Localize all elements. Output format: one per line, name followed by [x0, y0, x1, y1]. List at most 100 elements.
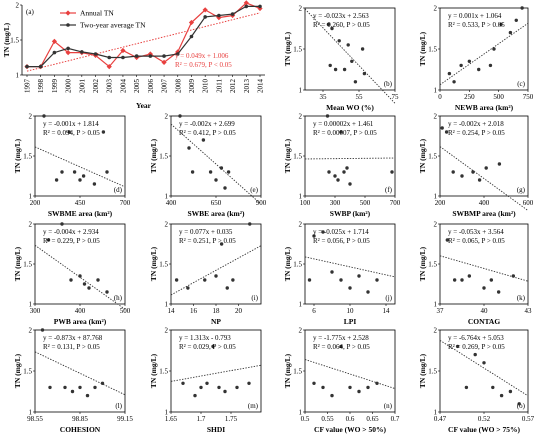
trend-equation: y = -0.001x + 1.814 [43, 120, 99, 128]
trend-stats: R² = 0.533, P > 0.05 [448, 21, 505, 29]
x-tick-label: 500 [360, 199, 371, 207]
trend-line [26, 12, 261, 72]
panel-label: (e) [250, 186, 258, 194]
data-point [444, 130, 449, 134]
y-tick-label: 1.5 [159, 368, 168, 376]
data-point [46, 238, 51, 242]
x-tick-label: 250 [464, 93, 475, 101]
y-axis-title: TN (mg/L) [149, 246, 158, 281]
x-tick-label: 200 [435, 199, 446, 207]
data-point [350, 59, 354, 63]
x-axis-title: SWBMP area (km²) [452, 209, 516, 218]
data-point [348, 385, 352, 390]
trend-equation: y = -1.775x + 2.528 [313, 334, 369, 342]
data-point [339, 278, 343, 282]
data-point [217, 385, 221, 390]
data-point [497, 162, 502, 166]
y-tick-label: 1.5 [428, 153, 437, 161]
data-point [193, 393, 197, 398]
series-point-1 [148, 54, 153, 58]
trend-stats: R² = 0.679, P < 0.05 [175, 61, 232, 69]
y-tick-label: 1.5 [428, 46, 437, 54]
x-tick-label: 900 [256, 199, 267, 207]
data-point [225, 286, 229, 290]
trend-equation: y = -0.023x + 2.563 [313, 12, 369, 20]
x-tick-label: 18 [213, 307, 221, 315]
trend-line [304, 8, 396, 104]
data-point [467, 59, 472, 63]
y-axis-title: TN (mg/L) [418, 31, 427, 66]
data-point [353, 80, 358, 84]
data-point [336, 178, 340, 182]
trend-equation: y = -0.002x + 2.018 [448, 120, 504, 128]
data-point [211, 344, 215, 349]
x-tick-label: 300 [30, 307, 41, 315]
data-point [87, 286, 91, 290]
y-tick-label: 1 [434, 87, 438, 95]
y-axis-title: TN (mg/L) [418, 246, 427, 281]
x-axis-title: NEWB area (km²) [455, 103, 514, 112]
series-point-1 [80, 50, 84, 54]
y-axis-title: TN (mg/L) [13, 246, 22, 281]
data-point [471, 170, 475, 174]
y-tick-label: 2 [165, 221, 169, 229]
data-point [70, 389, 75, 394]
trend-equation: y = -0.873x + 87.768 [43, 334, 103, 342]
y-tick-label: 1 [434, 193, 438, 201]
y-axis-title: TN (mg/L) [283, 353, 292, 388]
data-point [452, 80, 456, 84]
data-point [101, 130, 106, 134]
trend-line [304, 157, 396, 160]
trend-equation: y = -0.025x + 1.714 [313, 228, 369, 236]
series-point-1 [189, 34, 194, 39]
series-point-1 [217, 13, 221, 18]
y-tick-label: 1.5 [293, 368, 302, 376]
panel-label: (o) [517, 402, 526, 410]
x-axis-title: SWBP (km²) [330, 209, 371, 218]
series-point-1 [93, 52, 98, 56]
x-tick-label: 2012 [229, 79, 237, 94]
x-tick-label: 2011 [215, 79, 223, 93]
y-tick-label: 1.5 [159, 153, 168, 161]
x-tick-label: 10 [347, 307, 355, 315]
data-point [477, 178, 482, 182]
x-tick-label: 700 [390, 199, 401, 207]
data-point [226, 170, 231, 174]
data-point [375, 278, 379, 282]
trend-line [439, 339, 529, 397]
data-point [321, 385, 325, 390]
panel-label: (c) [517, 80, 525, 88]
data-point [488, 63, 493, 68]
y-tick-label: 2 [29, 327, 33, 335]
y-tick-label: 1.5 [159, 261, 168, 269]
data-point [48, 385, 52, 390]
data-point [201, 138, 206, 142]
data-point [484, 166, 488, 170]
trend-line [170, 245, 262, 296]
x-tick-label: 2002 [92, 79, 100, 94]
x-tick-label: 2014 [257, 79, 265, 94]
data-point [482, 286, 486, 290]
data-point [219, 166, 224, 170]
y-tick-label: 2 [299, 5, 303, 13]
data-point [452, 278, 457, 282]
series-point-1 [258, 4, 262, 9]
panel-label: (l) [115, 402, 122, 410]
data-point [366, 385, 370, 390]
panel-a: 1 1.5 2 1997 1998 1999 2000 2001 2002 2003 2004 200… [2, 0, 265, 110]
data-point [342, 67, 347, 72]
trend-stats: R² = 0.064, P > 0.05 [313, 343, 370, 351]
data-point [219, 242, 224, 246]
y-tick-label: 2 [29, 113, 33, 121]
y-tick-label: 1 [299, 409, 303, 417]
y-tick-label: 1 [434, 409, 438, 417]
x-tick-label: 2007 [161, 79, 169, 94]
data-point [491, 385, 495, 390]
y-tick-label: 2 [16, 1, 20, 9]
